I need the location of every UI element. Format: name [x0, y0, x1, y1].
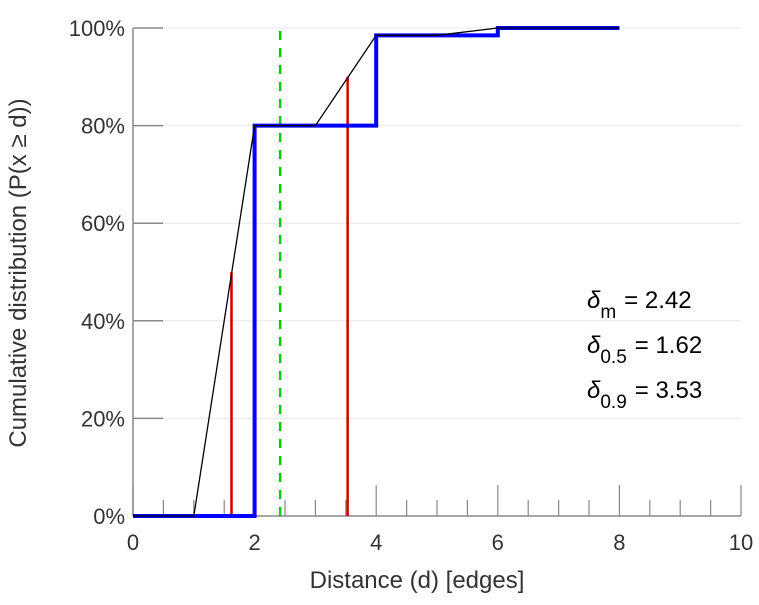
y-tick-label: 100% [69, 16, 125, 41]
x-tick-label: 6 [492, 530, 504, 555]
interpolated-cdf-line [133, 27, 620, 517]
step-cdf-line [133, 26, 620, 518]
y-tick-label: 40% [81, 309, 125, 334]
marks [133, 26, 620, 518]
annotation-0.9: δ0.9 = 3.53 [587, 377, 702, 413]
annotation-m: δm = 2.42 [587, 287, 692, 323]
x-tick-label: 0 [127, 530, 139, 555]
axes: 0% 20% 40% 60% 80% 100% 0 2 4 6 8 10 [69, 16, 754, 555]
x-axis-label: Distance (d) [edges] [310, 567, 525, 594]
x-tick-label: 2 [248, 530, 260, 555]
annotations: δm = 2.42 δ0.5 = 1.62 δ0.9 = 3.53 [587, 287, 702, 413]
y-axis-label: Cumulative distribution (P(x ≥ d)) [5, 98, 32, 447]
y-tick-label: 0% [93, 504, 125, 529]
y-tick-label: 80% [81, 114, 125, 139]
x-tick-label: 10 [729, 530, 753, 555]
y-tick-label: 60% [81, 211, 125, 236]
annotation-0.5: δ0.5 = 1.62 [587, 332, 702, 368]
y-tick-label: 20% [81, 406, 125, 431]
x-tick-label: 4 [370, 530, 382, 555]
grid [133, 27, 741, 419]
x-tick-label: 8 [613, 530, 625, 555]
